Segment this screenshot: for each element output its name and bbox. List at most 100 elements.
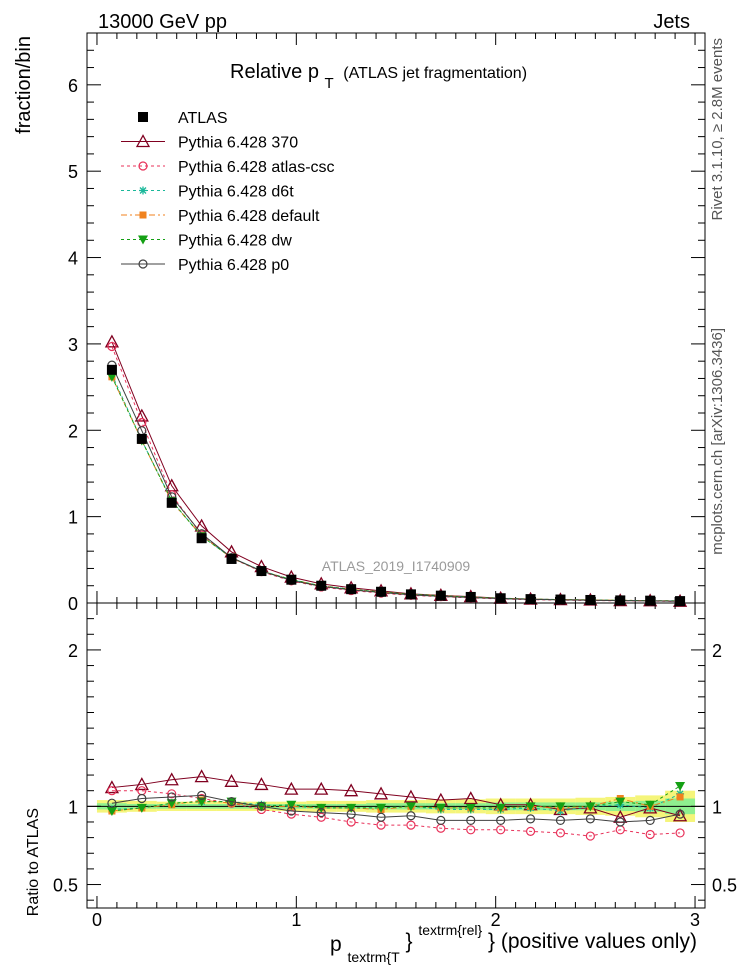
- main-series-line: [111, 376, 681, 602]
- ratio-series-point: [676, 793, 684, 801]
- ratio-series-point: [406, 811, 416, 821]
- legend-marker: [138, 161, 148, 171]
- chart-title-main: Relative p: [230, 61, 319, 83]
- legend-label: Pythia 6.428 default: [178, 208, 320, 225]
- x-tick-label: 2: [491, 910, 501, 930]
- ratio-series-point: [194, 769, 209, 783]
- legend-marker: [138, 259, 148, 269]
- ratio-series-line: [111, 776, 681, 818]
- x-axis-label-brace: }: [406, 930, 413, 953]
- main-panel: 0 1 2 3 4 5 6: [68, 32, 706, 614]
- energy-label: 13000 GeV pp: [98, 11, 227, 33]
- y-tick-label: 5: [68, 162, 78, 182]
- ratio-series-point: [107, 798, 117, 808]
- ratio-series-point: [376, 812, 386, 822]
- ratio-series-point: [585, 831, 595, 841]
- ratio-series-point: [254, 777, 269, 791]
- ratio-series-point: [525, 826, 536, 836]
- ratio-series-point: [164, 772, 179, 786]
- legend-label: ATLAS: [178, 110, 228, 127]
- legend-label: Pythia 6.428 370: [178, 135, 298, 152]
- ratio-series-line: [111, 794, 681, 823]
- ratio-series-point: [466, 815, 476, 826]
- ratio-series-point: [405, 802, 416, 812]
- chart-title: Relative p T (ATLAS jet fragmentation): [230, 61, 527, 93]
- main-series-point: [106, 372, 117, 382]
- legend-label: Pythia 6.428 dw: [178, 233, 292, 250]
- ratio-tick-label-left: 0.5: [53, 876, 78, 896]
- ratio-frame: [86, 602, 706, 909]
- ratio-series-point: [465, 803, 476, 813]
- ratio-series-point: [134, 777, 149, 791]
- ratio-series-point: [226, 797, 237, 807]
- data-point: [555, 594, 566, 605]
- ratio-series-point: [555, 828, 566, 838]
- legend-marker: [138, 112, 148, 122]
- ratio-series-point: [106, 807, 117, 817]
- ratio-series-point: [675, 809, 685, 819]
- legend-marker: [139, 211, 147, 219]
- ratio-series-point: [436, 815, 446, 826]
- chart-title-sub: T: [325, 75, 334, 92]
- ratio-series-point: [224, 773, 239, 787]
- ratio-series-point: [675, 782, 686, 791]
- ratio-series-point: [525, 802, 536, 812]
- data-point: [645, 595, 656, 606]
- ratio-series-point: [136, 803, 147, 813]
- analysis-label: ATLAS_2019_I1740909: [322, 558, 471, 574]
- main-series-point: [107, 341, 117, 352]
- x-axis-label-rest: } (positive values only): [488, 930, 697, 953]
- legend-marker: [139, 186, 147, 195]
- ratio-series-point: [555, 802, 566, 812]
- data-point: [675, 596, 686, 607]
- data-point: [585, 594, 596, 605]
- x-tick-label: 3: [690, 910, 700, 930]
- x-axis-label: p textrm{T } textrm{rel} } (positive val…: [330, 917, 697, 967]
- ratio-tick-label-left: 1: [68, 797, 78, 817]
- data-point: [166, 497, 177, 508]
- ratio-series-point: [167, 789, 177, 799]
- ratio-series-point: [314, 781, 329, 795]
- ratio-series-point: [346, 809, 356, 819]
- ratio-series-point: [316, 812, 326, 822]
- x-tick-label: 0: [92, 910, 102, 930]
- legend-marker: [135, 134, 151, 148]
- x-axis-label-p: p: [330, 933, 342, 956]
- legend: ATLAS Pythia 6.428 370 Pythia 6.428 atlas-…: [121, 110, 335, 274]
- data-point: [615, 595, 626, 606]
- ratio-series-point: [466, 825, 476, 835]
- ratio-series-point: [316, 807, 326, 818]
- ratio-series-point: [525, 814, 536, 824]
- ratio-tick-label-right: 2: [712, 641, 722, 661]
- ratio-series-point: [373, 786, 389, 800]
- ratio-series-line: [111, 790, 681, 837]
- ratio-series-point: [286, 800, 297, 810]
- data-point: [226, 553, 237, 564]
- data-point: [106, 364, 117, 375]
- data-point: [346, 584, 357, 595]
- data-point: [196, 533, 207, 544]
- ratio-series-line: [111, 796, 681, 812]
- ratio-panel: 0 1 2 3 0.5 0.5 1 1 2 2: [53, 602, 737, 930]
- x-axis-label-sub: textrm{T: [348, 949, 401, 965]
- ratio-series-point: [167, 792, 177, 802]
- x-tick-label: 1: [291, 910, 301, 930]
- data-point: [316, 580, 327, 591]
- ratio-series-point: [286, 806, 296, 816]
- ratio-series-point: [166, 799, 177, 809]
- data-point: [286, 574, 297, 585]
- ratio-series-point: [496, 825, 506, 835]
- data-point: [256, 566, 267, 577]
- ratio-series-point: [137, 793, 147, 804]
- rivet-label: Rivet 3.1.10, ≥ 2.8M events: [709, 38, 726, 221]
- legend-label: Pythia 6.428 d6t: [178, 184, 294, 201]
- y-tick-label: 2: [68, 421, 78, 441]
- ratio-series-point: [463, 791, 478, 805]
- ratio-series-point: [256, 801, 267, 811]
- ratio-tick-label-left: 2: [68, 641, 78, 661]
- y-axis-label: fraction/bin: [13, 36, 35, 134]
- ratio-series-line: [111, 785, 681, 812]
- ratio-series-point: [196, 797, 207, 807]
- ratio-series-point: [615, 797, 626, 807]
- data-point: [435, 590, 446, 601]
